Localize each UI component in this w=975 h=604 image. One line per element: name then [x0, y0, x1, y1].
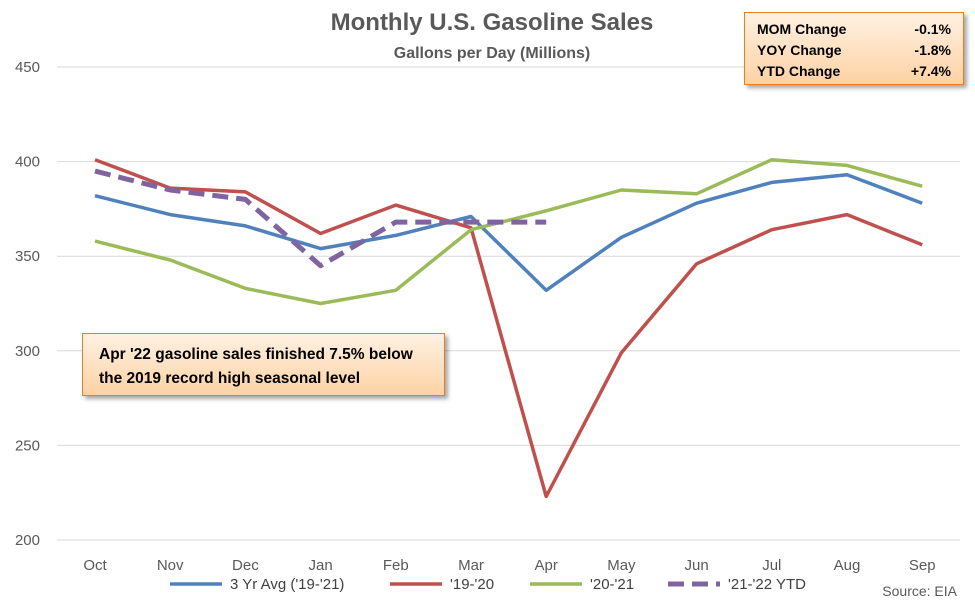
- note-line: Apr '22 gasoline sales finished 7.5% bel…: [99, 346, 413, 363]
- source-label: Source: EIA: [882, 583, 957, 599]
- x-tick-label: Jun: [685, 557, 709, 574]
- stat-row-mom: MOM Change -0.1%: [757, 19, 951, 40]
- chart-subtitle: Gallons per Day (Millions): [394, 45, 590, 62]
- y-tick-label: 400: [15, 154, 40, 171]
- series-lines: [94, 157, 923, 499]
- x-tick-label: May: [607, 557, 636, 574]
- stat-label: MOM Change: [757, 21, 847, 37]
- stat-value: -1.8%: [914, 42, 951, 58]
- series-line: [94, 173, 923, 293]
- y-tick-label: 350: [15, 248, 40, 265]
- note-line: the 2019 record high seasonal level: [99, 370, 361, 387]
- legend-label: '21-'22 YTD: [728, 576, 806, 593]
- stat-value: +7.4%: [910, 63, 951, 79]
- stats-callout: MOM Change -0.1% YOY Change -1.8% YTD Ch…: [744, 12, 964, 85]
- series-line: [94, 158, 923, 499]
- x-tick-label: Feb: [383, 557, 409, 574]
- x-tick-label: Aug: [834, 557, 861, 574]
- y-tick-label: 250: [15, 437, 40, 454]
- stat-row-yoy: YOY Change -1.8%: [757, 40, 951, 61]
- y-tick-label: 300: [15, 343, 40, 360]
- x-tick-label: Jan: [309, 557, 333, 574]
- stat-row-ytd: YTD Change +7.4%: [757, 61, 951, 82]
- stat-label: YTD Change: [757, 63, 841, 79]
- x-axis-ticks: Oct Nov Dec Jan Feb Mar Apr May Jun Jul Aug Sep: [83, 557, 935, 574]
- x-tick-label: Sep: [909, 557, 936, 574]
- legend: 3 Yr Avg ('19-'21) '19-'20 '20-'21 '21-'22 …: [170, 576, 806, 593]
- x-tick-label: Dec: [232, 557, 259, 574]
- stat-value: -0.1%: [914, 21, 951, 37]
- note-callout: Apr '22 gasoline sales finished 7.5% bel…: [82, 333, 445, 396]
- stat-label: YOY Change: [757, 42, 842, 58]
- series-line: [94, 157, 923, 306]
- x-tick-label: Oct: [83, 557, 107, 574]
- x-tick-label: Jul: [762, 557, 781, 574]
- legend-label: 3 Yr Avg ('19-'21): [230, 576, 344, 593]
- series-line: [94, 168, 547, 269]
- x-tick-label: Apr: [535, 557, 558, 574]
- y-tick-label: 200: [15, 532, 40, 549]
- y-tick-label: 450: [15, 59, 40, 76]
- gridlines: [57, 66, 960, 541]
- legend-label: '20-'21: [590, 576, 634, 593]
- chart-title: Monthly U.S. Gasoline Sales: [331, 9, 654, 36]
- y-axis-ticks: 200 250 300 350 400 450: [15, 59, 40, 549]
- x-tick-label: Mar: [458, 557, 484, 574]
- x-tick-label: Nov: [157, 557, 184, 574]
- legend-label: '19-'20: [450, 576, 494, 593]
